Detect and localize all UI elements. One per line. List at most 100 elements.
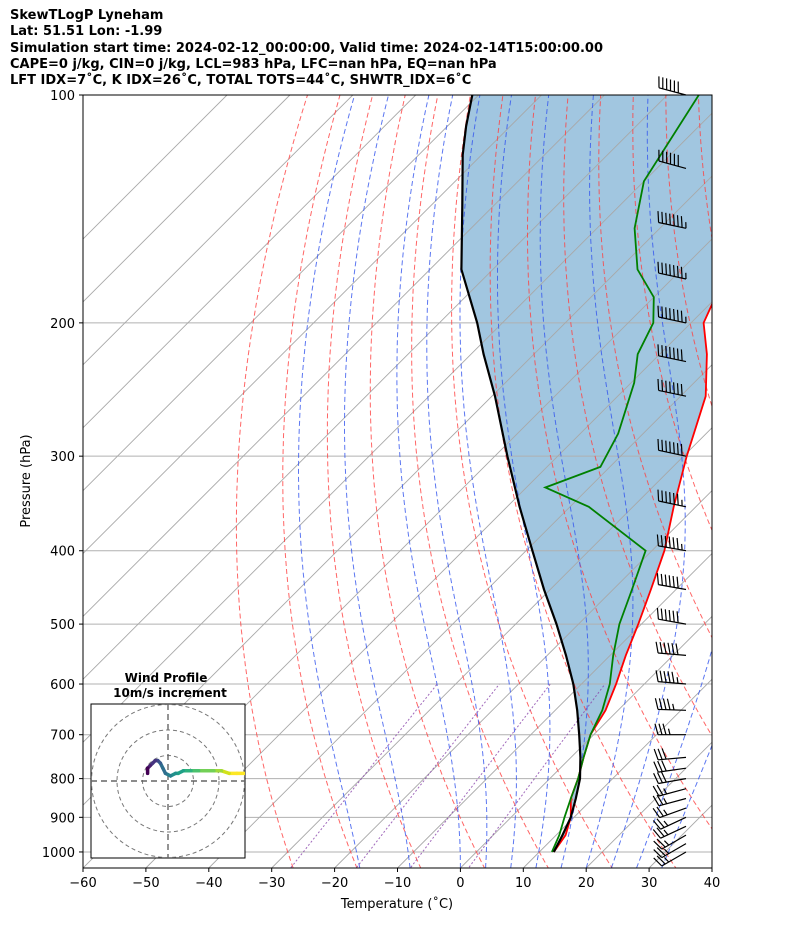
x-tick-label: −20 [321,876,348,891]
location-line: Lat: 51.51 Lon: -1.99 [10,24,163,40]
cape-cin-area [461,95,712,852]
wind-barb [653,843,687,859]
wind-barb [652,825,687,839]
mixing-ratio-line [409,683,551,868]
x-tick-label: −10 [384,876,411,891]
isotherm [83,112,712,743]
hodograph-subtitle: 10m/s increment [113,686,227,700]
chart-header: SkewTLogP Lyneham Lat: 51.51 Lon: -1.99 … [10,8,603,89]
wind-barb [654,723,686,736]
wind-barb [656,607,687,625]
mixing-ratio-line [467,683,606,868]
dry-adiabat [563,95,712,737]
hodograph-inset: Wind Profile 10m/s increment [90,671,246,859]
wind-barb [657,305,687,324]
wind-barb [657,261,687,280]
wind-barb [653,851,687,867]
moist-adiabat [610,95,686,868]
y-tick-label: 500 [50,618,75,633]
moist-adiabat [459,95,517,868]
y-tick-label: 400 [50,545,75,560]
isotherm [711,867,712,868]
wind-barb [657,438,687,457]
x-tick-label: 40 [704,876,721,891]
y-tick-label: 900 [50,811,75,826]
wind-barb [654,698,687,711]
dry-adiabat [489,95,677,868]
dry-adiabat [762,78,794,883]
moist-adiabat [344,95,411,868]
isotherm [83,95,417,429]
moist-adiabat [539,95,589,868]
moist-adiabat [426,95,488,868]
isotherm [397,552,712,868]
x-axis-label: Temperature (˚C) [340,896,453,912]
cape-line: CAPE=0 j/kg, CIN=0 j/kg, LCL=983 hPa, LF… [10,56,497,72]
wind-barb [657,489,687,508]
wind-barb [656,573,687,591]
moist-adiabat [497,95,551,868]
wind-barb [656,534,687,552]
dry-adiabat [451,95,613,868]
moist-adiabat [396,95,461,868]
isotherm [83,95,354,366]
x-tick-label: 20 [578,876,595,891]
y-tick-label: 100 [50,89,75,104]
cin-shaded-area [461,95,712,852]
x-tick-label: −50 [132,876,159,891]
x-tick-label: −30 [258,876,285,891]
wind-barb [653,771,687,785]
dry-adiabat [326,95,422,868]
dry-adiabat [282,95,358,868]
wind-barb [653,760,687,773]
wind-barb [652,784,687,797]
wind-barb [657,211,687,229]
dry-adiabat [598,95,712,639]
x-tick-label: −40 [195,876,222,891]
isotherm [271,427,712,868]
wind-barb [657,344,687,363]
y-tick-label: 600 [50,678,75,693]
moist-adiabat [298,95,361,868]
wind-barb [653,748,687,761]
x-tick-label: 10 [515,876,532,891]
isotherm [83,95,605,618]
isotherm [83,95,542,555]
hodograph-title: Wind Profile [125,671,208,685]
title-line: SkewTLogP Lyneham [10,8,164,23]
y-axis-label: Pressure (hPa) [19,434,34,527]
wind-barb [658,76,687,96]
y-tick-label: 700 [50,729,75,744]
dry-adiabat [369,95,486,868]
wind-barb [657,378,687,397]
parcel-line [460,95,582,853]
isotherm [83,95,479,492]
isotherm [83,95,668,680]
x-tick-label: 30 [641,876,658,891]
isotherm [83,95,228,240]
moist-adiabat [585,95,634,868]
wind-barb [655,641,687,656]
wind-barb [653,834,687,850]
axis-ticks: −60 −50 −40 −30 −20 −10 0 10 20 30 40 1000 900 800 700… [42,89,720,891]
wind-barb [652,794,687,807]
isotherm [334,489,712,868]
mixing-ratio-line [289,683,438,868]
wind-barb [652,816,687,830]
y-tick-label: 300 [50,450,75,465]
dry-adiabat [411,95,549,868]
x-tick-label: −60 [69,876,96,891]
wind-barb [652,806,687,819]
mixing-ratio-line [355,683,500,868]
isotherm [522,678,712,868]
moist-adiabat [661,744,712,868]
y-tick-label: 200 [50,317,75,332]
dry-adiabat [527,95,712,830]
isotherm [208,364,712,868]
time-line: Simulation start time: 2024-02-12_00:00:… [10,40,603,56]
wind-barb [655,670,687,685]
y-tick-label: 800 [50,773,75,788]
profile-lines [460,95,712,853]
x-tick-label: 0 [456,876,464,891]
